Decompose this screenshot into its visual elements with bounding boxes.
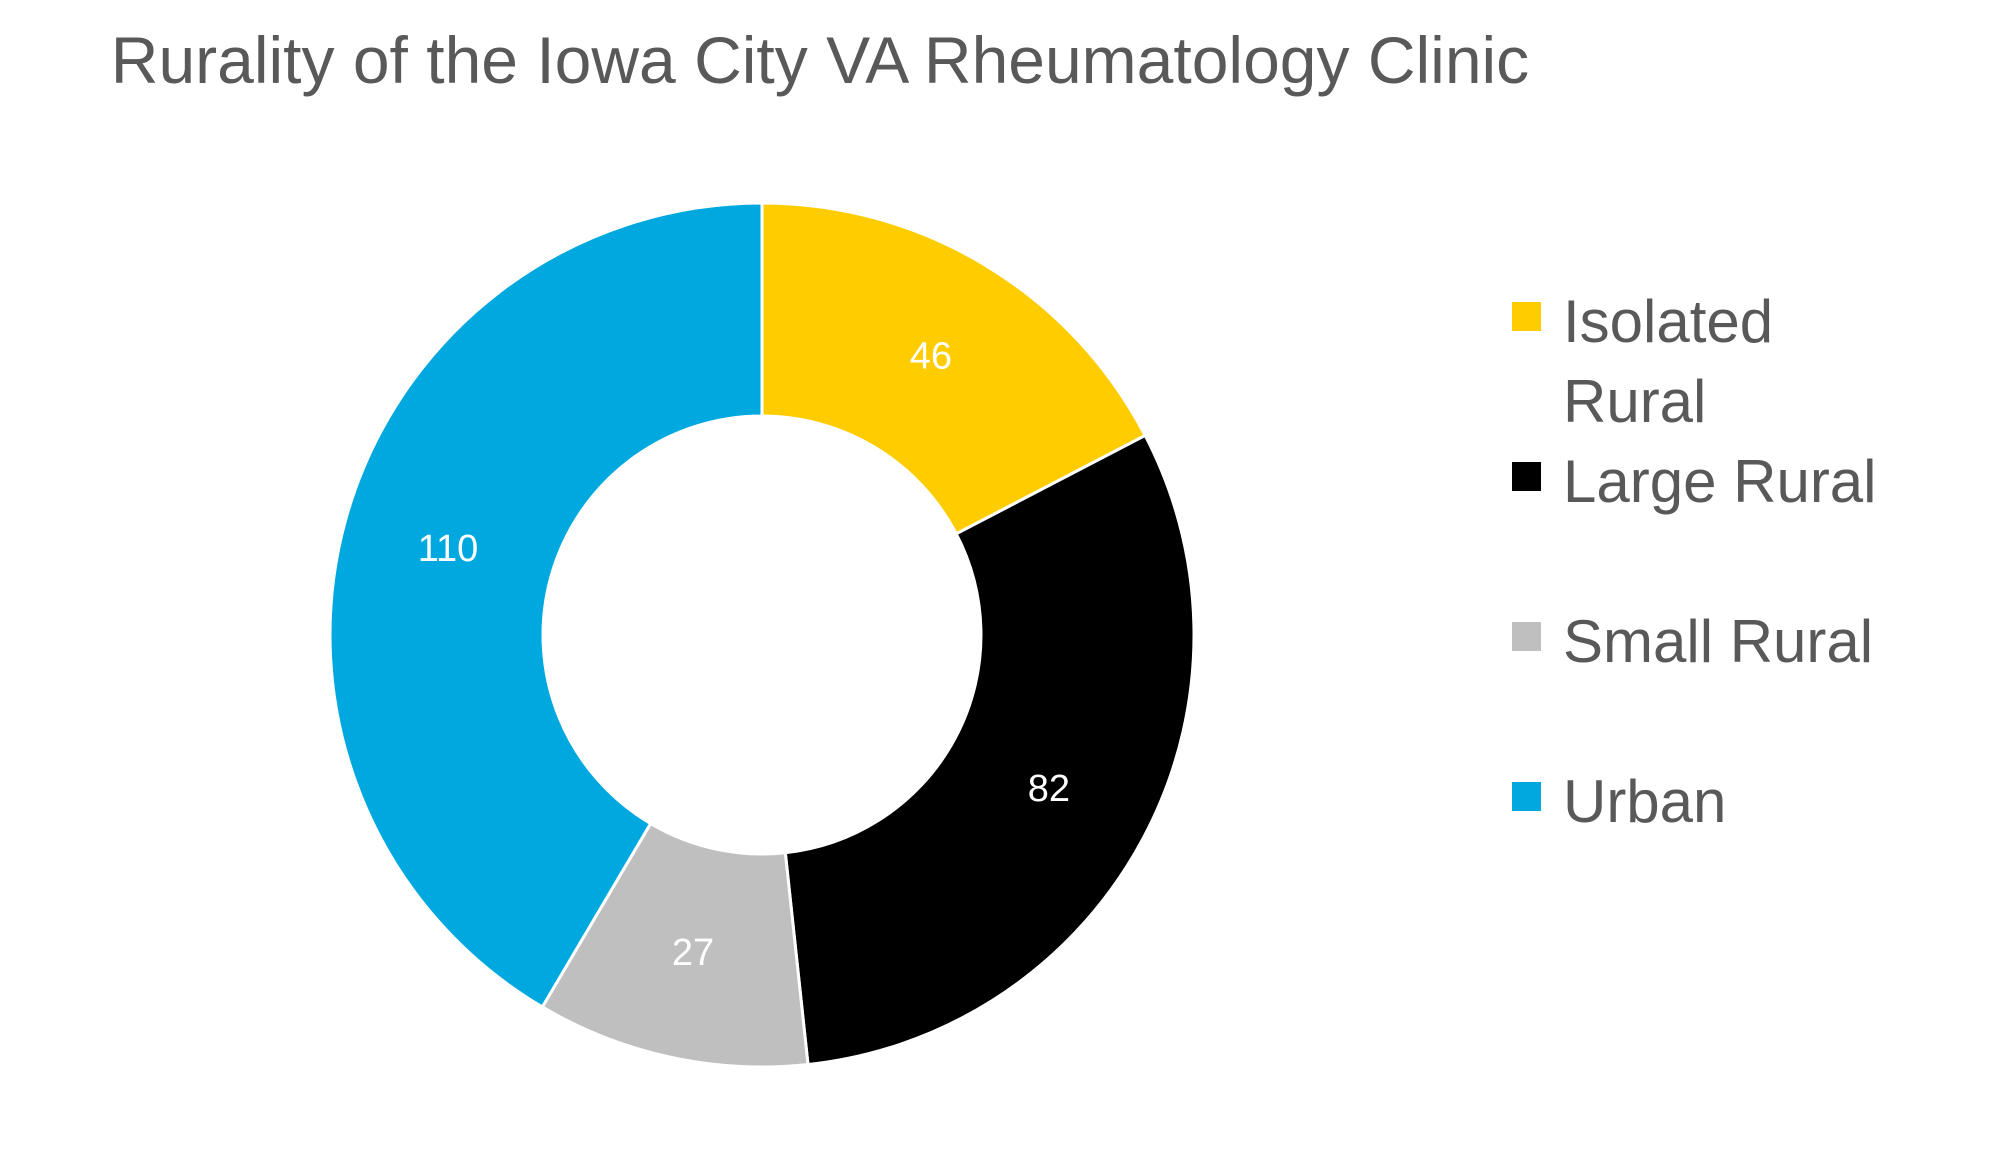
data-label: 82 — [1028, 768, 1070, 810]
legend-label: Small Rural — [1563, 608, 1874, 675]
legend-swatch — [1512, 462, 1541, 491]
legend-item: Large Rural — [1512, 442, 1923, 522]
donut-chart: 46 82 27 110 — [328, 201, 1196, 1069]
legend-swatch — [1512, 782, 1541, 811]
legend-label: Isolated Rural — [1563, 288, 1774, 435]
legend-item: Isolated Rural — [1512, 282, 1923, 442]
legend-item: Small Rural — [1512, 602, 1923, 682]
data-label: 110 — [418, 528, 479, 570]
legend-swatch — [1512, 302, 1541, 331]
legend-swatch — [1512, 622, 1541, 651]
data-label: 46 — [910, 336, 952, 378]
legend-item: Urban — [1512, 762, 1923, 842]
donut-slice-large-rural — [783, 433, 1196, 1067]
legend-label: Urban — [1563, 768, 1727, 835]
donut-slice-isolated-rural — [760, 201, 1148, 536]
chart-title: Rurality of the Iowa City VA Rheumatolog… — [110, 23, 1530, 97]
legend-label: Large Rural — [1563, 448, 1877, 515]
data-label: 27 — [672, 932, 714, 974]
donut-slice-urban — [328, 201, 764, 1010]
